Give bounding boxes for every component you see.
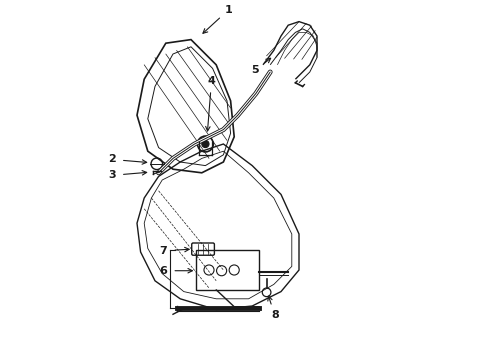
Circle shape bbox=[202, 140, 209, 148]
Text: 2: 2 bbox=[108, 154, 116, 165]
Text: 8: 8 bbox=[271, 310, 279, 320]
Text: 4: 4 bbox=[208, 76, 216, 86]
Text: 3: 3 bbox=[108, 170, 116, 180]
Text: 7: 7 bbox=[159, 246, 167, 256]
Text: 1: 1 bbox=[224, 5, 232, 15]
Text: 5: 5 bbox=[251, 66, 259, 75]
Text: 6: 6 bbox=[159, 266, 167, 276]
